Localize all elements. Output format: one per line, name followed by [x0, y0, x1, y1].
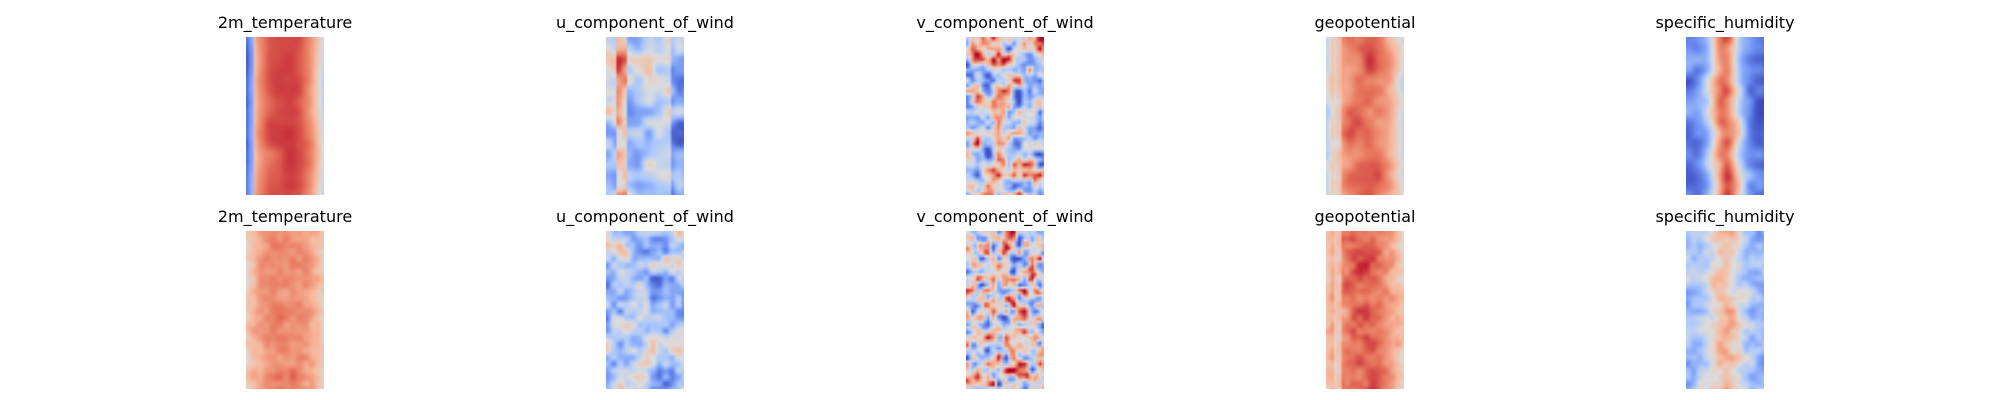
panel-title: u_component_of_wind — [556, 13, 734, 32]
heatmap-uwind-bottom — [606, 231, 684, 389]
heatmap-vwind-top — [966, 37, 1044, 195]
panel-title: v_component_of_wind — [916, 13, 1094, 32]
heatmap-humidity-bottom — [1686, 231, 1764, 389]
heatmap-humidity-top — [1686, 37, 1764, 195]
panel-title: specific_humidity — [1655, 13, 1795, 32]
panel-title: geopotential — [1314, 13, 1416, 32]
heatmap-vwind-bottom — [966, 231, 1044, 389]
panel-title: u_component_of_wind — [556, 207, 734, 226]
heatmap-geopotential-top — [1326, 37, 1404, 195]
heatmap-temperature-bottom — [246, 231, 324, 389]
heatmap-temperature-top — [246, 37, 324, 195]
heatmap-geopotential-bottom — [1326, 231, 1404, 389]
panel-title: geopotential — [1314, 207, 1416, 226]
panel-title: specific_humidity — [1655, 207, 1795, 226]
panel-title: 2m_temperature — [217, 13, 353, 32]
heatmap-uwind-top — [606, 37, 684, 195]
panel-title: v_component_of_wind — [916, 207, 1094, 226]
panel-title: 2m_temperature — [217, 207, 353, 226]
